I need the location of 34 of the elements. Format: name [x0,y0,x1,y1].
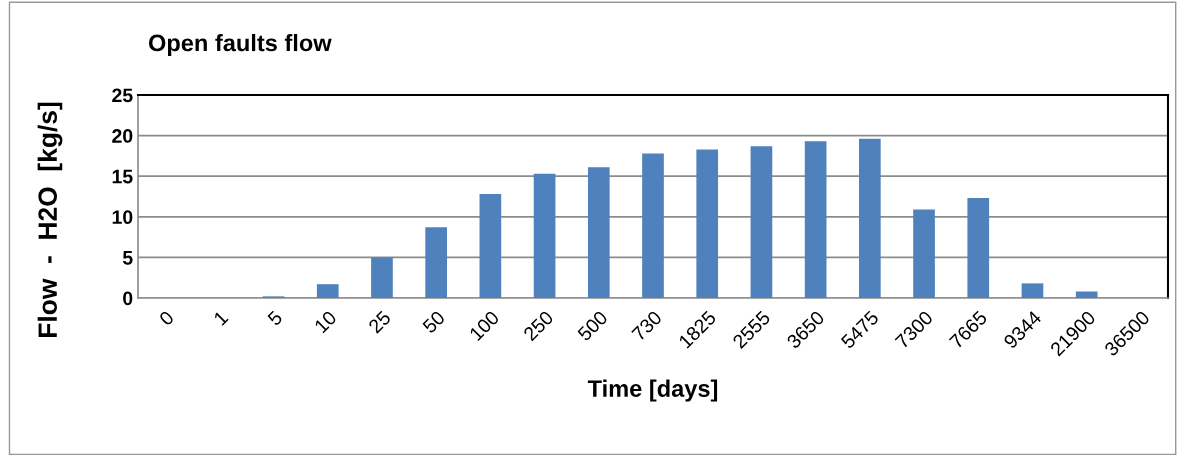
x-tick-label: 1 [213,310,229,326]
bar [913,209,935,298]
x-tick-label: 730 [631,310,663,342]
y-tick-label: 20 [112,129,133,143]
x-tick-label: 500 [576,310,609,342]
x-tick-label: 5 [266,310,284,327]
bar [316,284,339,298]
y-tick-label: 15 [112,169,133,184]
bar [425,227,447,298]
bar [1075,291,1098,298]
bar [479,194,502,298]
x-tick-label: 10 [313,310,338,334]
x-axis-title: Time [days] [587,379,718,402]
bar [696,149,719,298]
x-tick-label: 0 [158,310,175,327]
chart-title: Open faults flow [148,34,332,56]
bar [642,153,664,298]
x-tick-label: 250 [522,310,555,342]
bar [859,138,881,298]
bar [371,257,393,298]
x-tick-label: 50 [421,310,446,334]
y-tick-label: 0 [123,291,133,306]
bar [967,198,990,298]
x-tick-label: 100 [468,310,500,342]
y-tick-label: 25 [112,88,133,103]
bar [750,146,773,298]
bar [587,167,610,298]
bar [804,141,827,298]
y-axis-title: Flow - H2O [kg/s] [37,102,63,337]
y-tick-label: 10 [112,210,133,225]
y-tick-label: 5 [122,251,133,265]
x-tick-label: 25 [367,310,392,334]
bar [533,173,556,298]
bar [1021,283,1044,298]
